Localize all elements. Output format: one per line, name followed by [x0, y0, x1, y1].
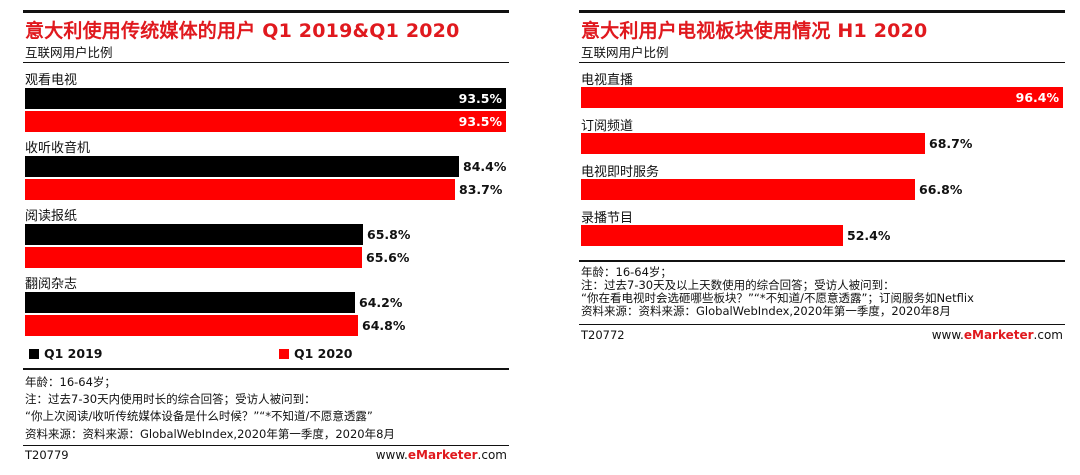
- left-chart: 意大利使用传统媒体的用户 Q1 2019&Q1 2020 互联网用户比例 观看电…: [23, 10, 509, 465]
- bar-black: [25, 292, 355, 313]
- notes-divider: [579, 260, 1065, 262]
- note-line: 注：过去7-30天及以上天数使用的综合回答；受访人被问到：: [581, 278, 895, 292]
- site-suffix: .com: [1033, 328, 1063, 342]
- top-rule: [23, 10, 509, 13]
- legend-swatch-red: [279, 349, 289, 359]
- source-line: 资料来源：资料来源：GlobalWebIndex,2020年第一季度，2020年…: [581, 304, 951, 318]
- data-label: 65.6%: [366, 250, 410, 265]
- chart-subtitle: 互联网用户比例: [581, 45, 669, 60]
- category-label: 录播节目: [581, 211, 634, 226]
- bar-red: [25, 111, 506, 132]
- bar-red: [581, 179, 915, 200]
- data-label: 52.4%: [847, 228, 891, 243]
- category-label: 阅读报纸: [25, 209, 78, 224]
- data-label: 84.4%: [463, 159, 507, 174]
- bar-red: [581, 133, 925, 154]
- data-label: 66.8%: [919, 182, 963, 197]
- site-suffix: .com: [477, 448, 507, 462]
- data-label: 93.5%: [458, 91, 502, 106]
- category-label: 订阅频道: [581, 119, 634, 134]
- legend-swatch-black: [29, 349, 39, 359]
- data-label: 64.2%: [359, 295, 403, 310]
- data-label: 65.8%: [367, 227, 411, 242]
- right-chart: 意大利用户电视板块使用情况 H1 2020 互联网用户比例 电视直播 96.4% 订…: [579, 10, 1065, 350]
- bar-red: [25, 179, 455, 200]
- note-line: 年龄：16-64岁；: [25, 375, 116, 389]
- header-divider: [579, 62, 1065, 63]
- bar-red: [581, 225, 843, 246]
- chart-subtitle: 互联网用户比例: [25, 45, 113, 60]
- chart-id: T20779: [25, 448, 69, 462]
- site-brand: eMarketer: [407, 448, 478, 462]
- data-label: 93.5%: [458, 114, 502, 129]
- bar-red: [25, 247, 362, 268]
- source-line: 资料来源：资料来源：GlobalWebIndex,2020年第一季度，2020年…: [25, 427, 395, 441]
- category-label: 翻阅杂志: [25, 277, 78, 292]
- category-label: 观看电视: [25, 73, 78, 88]
- bar-black: [25, 156, 459, 177]
- bar-black: [25, 88, 506, 109]
- note-line: “你在看电视时会选砸哪些板块？”“*不知道/不愿意透露”；订阅服务如Netfli…: [581, 291, 974, 305]
- category-label: 电视直播: [581, 73, 634, 88]
- category-label: 收听收音机: [25, 141, 91, 156]
- note-line: 年龄：16-64岁；: [581, 265, 672, 279]
- site-url: www.eMarketer.com: [932, 328, 1063, 342]
- site-prefix: www.: [375, 448, 408, 462]
- bar-red: [25, 315, 358, 336]
- data-label: 68.7%: [929, 136, 973, 151]
- bar-red: [581, 87, 1063, 108]
- chart-id: T20772: [581, 328, 625, 342]
- legend-label: Q1 2019: [44, 346, 103, 361]
- top-rule: [579, 10, 1065, 13]
- bar-black: [25, 224, 363, 245]
- footer-divider: [579, 324, 1065, 325]
- legend-label: Q1 2020: [294, 346, 353, 361]
- site-url: www.eMarketer.com: [376, 448, 507, 462]
- data-label: 96.4%: [1015, 90, 1059, 105]
- note-line: “你上次阅读/收听传统媒体设备是什么时候？”“*不知道/不愿意透露”: [25, 409, 373, 423]
- chart-title: 意大利用户电视板块使用情况 H1 2020: [581, 20, 928, 42]
- footer-divider: [23, 445, 509, 446]
- site-prefix: www.: [931, 328, 964, 342]
- header-divider: [23, 62, 509, 63]
- notes-divider: [23, 368, 509, 370]
- data-label: 64.8%: [362, 318, 406, 333]
- data-label: 83.7%: [459, 182, 503, 197]
- chart-title: 意大利使用传统媒体的用户 Q1 2019&Q1 2020: [25, 20, 460, 42]
- legend-item-q1-2020: Q1 2020: [279, 346, 352, 361]
- category-label: 电视即时服务: [581, 165, 660, 180]
- note-line: 注：过去7-30天内使用时长的综合回答；受访人被问到：: [25, 392, 316, 406]
- site-brand: eMarketer: [963, 328, 1034, 342]
- legend-item-q1-2019: Q1 2019: [29, 346, 102, 361]
